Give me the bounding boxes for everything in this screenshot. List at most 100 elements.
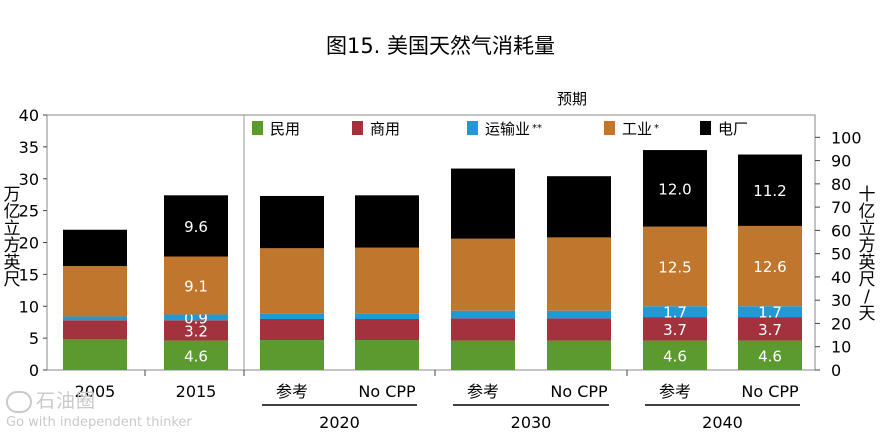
data-label: 4.6 (663, 347, 687, 365)
data-label: 4.6 (184, 347, 208, 365)
right-tick-label: 0 (831, 361, 841, 380)
bar-segment (63, 316, 127, 321)
x-tick-label: 参考 (659, 382, 691, 401)
x-tick-label: No CPP (358, 382, 416, 401)
chart-title: 图15. 美国天然气消耗量 (325, 34, 556, 58)
bar-segment (164, 256, 228, 315)
watermark: 石油圈 Go with independent thinker (6, 386, 192, 430)
legend-label: 运输业 (485, 120, 530, 138)
left-tick-label: 5 (29, 329, 39, 348)
left-tick-label: 30 (19, 170, 39, 189)
bar-segment (355, 195, 419, 248)
bar-segment (738, 225, 802, 307)
bar-segment (547, 310, 611, 319)
bar-segment (260, 319, 324, 341)
bar-segment (260, 313, 324, 319)
bar-segment (164, 340, 228, 370)
bar-segment (63, 266, 127, 317)
bar-segment (355, 247, 419, 314)
left-axis-title: 万亿立方英尺 (4, 185, 21, 290)
bar-segment (738, 154, 802, 226)
legend-swatch (700, 121, 711, 135)
data-label: 3.2 (184, 322, 208, 340)
left-tick-label: 10 (19, 297, 39, 316)
bar-segment (260, 248, 324, 314)
bar-segment (738, 306, 802, 318)
bar-segment (164, 195, 228, 257)
legend-label: 电厂 (718, 120, 748, 138)
bar-segment (164, 320, 228, 341)
data-label: 1.7 (758, 304, 782, 322)
legend-label: 商用 (370, 120, 400, 138)
data-label: 3.7 (663, 321, 687, 339)
legend-label: 民用 (270, 120, 300, 138)
bar-segment (738, 340, 802, 370)
bar-segment (451, 238, 515, 311)
bar-segment (451, 318, 515, 341)
bar-segment (63, 320, 127, 340)
x-tick-label: 参考 (467, 382, 499, 401)
bar-segment (643, 226, 707, 307)
legend-label: 工业 (622, 120, 652, 138)
x-tick-label: No CPP (550, 382, 608, 401)
right-tick-label: 40 (831, 268, 851, 287)
bar-segment (547, 237, 611, 311)
watermark-tagline: Go with independent thinker (6, 415, 192, 430)
bar-segment (643, 340, 707, 370)
legend-swatch (604, 121, 615, 135)
data-label: 4.6 (758, 347, 782, 365)
data-label: 12.6 (753, 258, 786, 276)
right-axis-title: 十亿立方英尺/天 (859, 185, 876, 324)
legend-swatch (352, 121, 363, 135)
bar-segment (63, 339, 127, 370)
left-tick-label: 40 (19, 106, 39, 125)
right-tick-label: 10 (831, 338, 851, 357)
right-tick-label: 50 (831, 245, 851, 264)
data-label: 12.5 (658, 258, 691, 276)
bar-segment (547, 340, 611, 370)
right-tick-label: 60 (831, 221, 851, 240)
bar-segment (164, 314, 228, 321)
data-label: 9.1 (184, 278, 208, 296)
bar-segment (643, 317, 707, 341)
data-label: 1.7 (663, 304, 687, 322)
forecast-label: 预期 (557, 90, 587, 108)
logo-icon (6, 390, 32, 413)
bar-segment (355, 313, 419, 319)
data-label: 11.2 (753, 182, 786, 200)
right-tick-label: 70 (831, 198, 851, 217)
bar-segment (643, 306, 707, 318)
right-tick-label: 100 (831, 128, 862, 147)
x-tick-label: 参考 (276, 382, 308, 401)
right-tick-label: 30 (831, 291, 851, 310)
bar-segment (260, 195, 324, 249)
x-tick-label: No CPP (741, 382, 799, 401)
bar-segment (260, 340, 324, 370)
data-label: 9.6 (184, 218, 208, 236)
x-tick-label: 2015 (176, 382, 217, 401)
bar-segment (547, 176, 611, 238)
bar-segment (63, 229, 127, 267)
data-label: 12.0 (658, 180, 691, 198)
right-tick-label: 80 (831, 175, 851, 194)
bar-segment (451, 340, 515, 370)
bar-segment (355, 319, 419, 341)
left-tick-label: 35 (19, 138, 39, 157)
x-tick-label: 2005 (75, 382, 116, 401)
bar-segment (451, 168, 515, 239)
bar-segment (738, 317, 802, 341)
group-label: 2040 (702, 413, 743, 432)
right-tick-label: 90 (831, 152, 851, 171)
legend-mark: ** (532, 123, 542, 134)
group-label: 2020 (319, 413, 360, 432)
bar-segment (547, 318, 611, 341)
legend-mark: * (654, 123, 659, 134)
right-tick-label: 20 (831, 314, 851, 333)
legend-swatch (252, 121, 263, 135)
bar-segment (643, 150, 707, 227)
watermark-name: 石油圈 (36, 390, 97, 412)
left-tick-label: 25 (19, 202, 39, 221)
legend-swatch (467, 121, 478, 135)
left-tick-label: 15 (19, 265, 39, 284)
